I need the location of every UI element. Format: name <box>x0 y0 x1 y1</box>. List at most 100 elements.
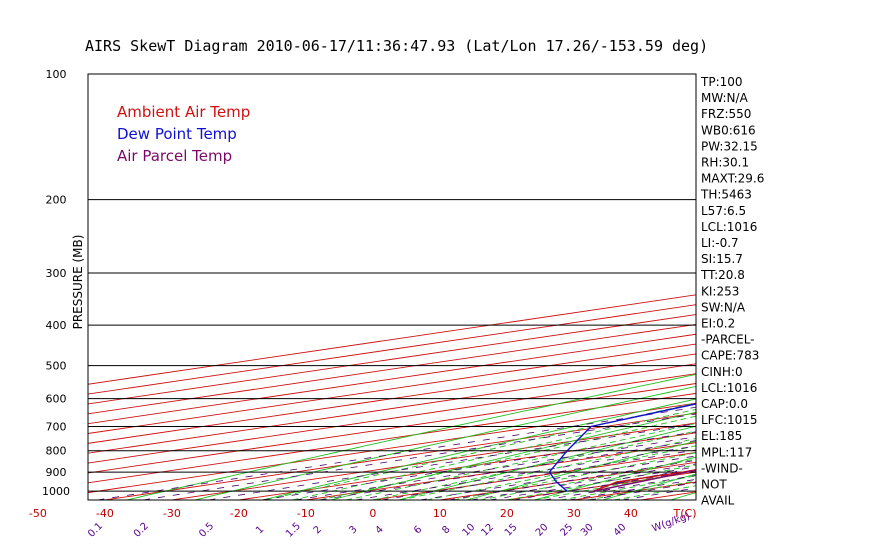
dry-adiabat <box>194 385 696 500</box>
mixing-ratio-label: 3 <box>347 524 359 536</box>
index-entry: LI:-0.7 <box>701 236 739 250</box>
mixing-ratio-label: 1.5 <box>284 521 303 540</box>
cape-hatch <box>834 441 839 444</box>
bottom-tick-label: 0 <box>369 507 376 520</box>
pressure-tick-label: 100 <box>46 68 67 81</box>
cape-hatch <box>808 445 814 448</box>
mixing-ratio-line <box>512 470 696 500</box>
bottom-tick-label: 30 <box>567 507 581 520</box>
mixing-ratio-label: 1 <box>254 524 266 536</box>
grid-lines <box>88 74 870 500</box>
index-entry: MAXT:29.6 <box>701 172 764 186</box>
mixing-ratio-label: 10 <box>461 522 478 539</box>
dry-adiabat <box>466 440 696 500</box>
y-axis-label: PRESSURE (MB) <box>71 235 85 330</box>
mixing-ratio-line <box>419 455 696 500</box>
dewpoint-line <box>548 403 696 492</box>
moist-adiabat <box>346 422 696 500</box>
index-entry: -WIND- <box>701 461 743 475</box>
bottom-tick-label: 40 <box>624 507 638 520</box>
isotherm <box>88 343 696 434</box>
cape-hatch <box>795 448 802 451</box>
index-entry: NOT <box>701 478 727 492</box>
index-entry: MPL:117 <box>701 445 752 459</box>
pressure-tick-label: 700 <box>46 421 67 434</box>
isotherm <box>305 442 696 500</box>
pressure-tick-label: 200 <box>46 194 67 207</box>
bottom-tick-label: 20 <box>500 507 514 520</box>
cape-hatch <box>848 438 852 441</box>
mixing-ratio-line <box>295 436 696 500</box>
plot-frame <box>87 73 697 501</box>
pressure-tick-label: 800 <box>46 445 67 458</box>
mixing-ratio-unit-label: W(g/kg) <box>651 511 692 535</box>
index-entry: CAP:0.0 <box>701 397 748 411</box>
index-entry: TP:100 <box>700 75 743 89</box>
legend-entry: Dew Point Temp <box>117 125 237 143</box>
mixing-ratio-label: 8 <box>440 524 452 536</box>
cape-hatch <box>783 450 789 453</box>
bottom-axis-label: T(C) <box>673 507 697 520</box>
index-entry: RH:30.1 <box>701 156 749 170</box>
dry-adiabat <box>806 74 870 500</box>
isotherm <box>88 392 696 484</box>
dry-adiabat <box>738 74 870 500</box>
legend: Ambient Air Temp Dew Point Temp Air Parcel… <box>117 103 250 165</box>
index-entry: CINH:0 <box>701 365 743 379</box>
isotherm <box>88 353 696 444</box>
bottom-tick-label: -40 <box>96 507 114 520</box>
pressure-tick-label: 400 <box>46 319 67 332</box>
dry-adiabat <box>126 373 696 500</box>
mixing-ratio-line <box>568 478 696 500</box>
mixing-ratio-label: 6 <box>412 524 424 536</box>
cape-hatch <box>821 443 826 446</box>
isotherm <box>88 373 696 464</box>
moist-adiabat <box>372 430 696 500</box>
mixing-ratio-line <box>97 406 696 500</box>
mixing-ratio-line <box>489 466 696 500</box>
index-entry: TH:5463 <box>700 188 752 202</box>
moist-adiabat <box>453 452 696 500</box>
pressure-tick-label: 1000 <box>42 485 70 498</box>
index-entry: -PARCEL- <box>701 333 755 347</box>
mixing-ratio-label: 25 <box>558 522 575 539</box>
bottom-tick-label: -50 <box>29 507 47 520</box>
isotherm <box>506 471 696 500</box>
bottom-tick-label: 10 <box>433 507 447 520</box>
pressure-tick-label: 300 <box>46 267 67 280</box>
moist-adiabat <box>426 445 696 500</box>
mixing-ratio-line <box>381 449 696 500</box>
index-entry: CAPE:783 <box>701 349 759 363</box>
pressure-tick-label: 900 <box>46 466 67 479</box>
index-entry: KI:253 <box>701 284 739 298</box>
mixing-ratio-line <box>448 459 696 500</box>
isotherm <box>238 432 696 500</box>
isotherm <box>372 452 696 500</box>
mixing-ratio-label: 15 <box>503 522 520 539</box>
index-entry: EL:185 <box>701 429 742 443</box>
chart-title: AIRS SkewT Diagram 2010-06-17/11:36:47.9… <box>85 37 708 55</box>
isotherm <box>88 402 696 494</box>
mixing-ratio-label: 2 <box>312 524 324 536</box>
mixing-ratio-label: 30 <box>579 522 596 539</box>
index-entry: AVAIL <box>701 494 735 508</box>
bottom-tick-label: -10 <box>297 507 315 520</box>
isotherm <box>88 383 696 474</box>
index-entry: FRZ:550 <box>701 107 751 121</box>
mixing-ratio-label: 40 <box>612 522 629 539</box>
mixing-ratio-label: 0.1 <box>86 521 105 540</box>
index-entry: WB0:616 <box>701 123 756 137</box>
isotherm <box>775 74 870 500</box>
plot-border <box>87 73 697 501</box>
index-entry: PW:32.15 <box>701 139 758 153</box>
bottom-tick-label: -30 <box>163 507 181 520</box>
dry-adiabat <box>534 456 696 500</box>
pressure-tick-label: 500 <box>46 360 67 373</box>
mixing-ratio-label: 4 <box>374 524 386 536</box>
isotherm <box>88 363 696 454</box>
mixing-ratio-label: 12 <box>479 522 496 539</box>
mixing-ratio-label: 0.2 <box>132 521 151 540</box>
index-entry: SW:N/A <box>701 300 746 314</box>
mixing-ratio-line <box>143 413 696 500</box>
